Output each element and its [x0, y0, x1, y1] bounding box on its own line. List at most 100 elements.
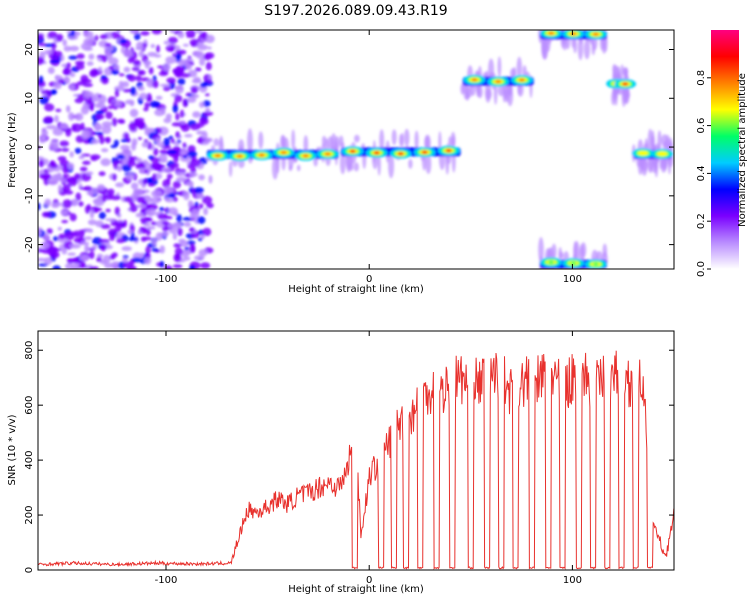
noise-blob — [129, 30, 136, 34]
halo-blob — [327, 136, 334, 150]
noise-blob — [172, 264, 183, 269]
noise-blob — [62, 39, 67, 47]
noise-blob — [126, 159, 136, 167]
noise-blob — [152, 237, 157, 247]
halo-blob — [620, 64, 624, 78]
noise-blob — [62, 184, 71, 192]
noise-blob — [83, 31, 94, 38]
halo-blob — [258, 131, 264, 149]
noise-blob — [49, 143, 59, 150]
noise-blob — [143, 60, 152, 66]
noise-blob — [62, 199, 73, 209]
noise-blob — [112, 173, 117, 181]
halo-blob — [379, 129, 385, 151]
noise-blob — [129, 200, 135, 206]
noise-blob — [183, 155, 188, 159]
noise-blob — [80, 74, 89, 83]
noise-blob — [133, 59, 141, 66]
noise-blob — [171, 138, 175, 144]
spectrogram-segment — [538, 30, 608, 61]
spectrogram-segment — [538, 237, 608, 269]
noise-blob — [61, 148, 70, 152]
halo-blob — [599, 36, 605, 51]
band-node — [324, 152, 331, 156]
x-tick-label: -100 — [155, 575, 178, 586]
noise-blob — [202, 100, 211, 107]
noise-blob — [122, 157, 129, 166]
band-node — [640, 151, 646, 155]
band-node — [548, 31, 555, 35]
noise-blob — [81, 129, 91, 139]
noise-blob — [172, 104, 179, 113]
halo-blob — [272, 156, 279, 180]
noise-blob — [197, 237, 203, 242]
noise-blob — [198, 136, 204, 145]
noise-blob — [186, 240, 196, 246]
noise-blob — [75, 192, 82, 201]
y-tick-label: 20 — [24, 43, 35, 56]
noise-blob — [128, 237, 139, 242]
halo-blob — [516, 56, 522, 79]
noise-blob — [104, 43, 112, 47]
noise-blob — [130, 86, 137, 96]
halo-blob — [488, 58, 495, 80]
noise-blob — [90, 156, 98, 161]
noise-blob — [191, 79, 202, 84]
noise-blob — [129, 123, 137, 131]
noise-blob — [95, 110, 105, 115]
noise-blob — [67, 177, 78, 187]
noise-blob — [158, 153, 168, 162]
noise-blob — [150, 161, 162, 170]
band-node — [349, 149, 356, 153]
noise-blob — [98, 211, 106, 220]
noise-blob — [182, 142, 187, 148]
noise-blob — [139, 167, 145, 174]
noise-blob — [208, 175, 213, 184]
noise-blob — [101, 125, 112, 134]
noise-blob — [100, 74, 108, 81]
noise-blob — [155, 95, 163, 100]
noise-blob — [80, 241, 90, 245]
noise-blob — [142, 178, 147, 186]
halo-blob — [296, 164, 301, 172]
noise-blob — [117, 165, 122, 172]
noise-blob — [94, 35, 99, 42]
noise-blob — [180, 109, 185, 118]
noise-blob — [159, 207, 165, 212]
noise-blob — [190, 94, 200, 99]
halo-blob — [591, 42, 596, 56]
noise-blob — [174, 94, 183, 103]
noise-blob — [137, 69, 146, 76]
noise-blob — [82, 160, 91, 165]
noise-blob — [115, 221, 127, 228]
halo-blob — [558, 247, 562, 262]
noise-blob — [148, 155, 155, 160]
noise-blob — [91, 139, 100, 145]
y-tick-label: 0 — [24, 567, 35, 573]
noise-blob — [43, 116, 54, 124]
noise-blob — [40, 133, 47, 140]
noise-blob — [51, 202, 60, 208]
noise-blob — [38, 159, 45, 168]
noise-blob — [62, 165, 69, 174]
noise-blob — [207, 79, 212, 83]
noise-blob — [97, 184, 105, 191]
noise-blob — [162, 62, 171, 72]
noise-blob — [49, 59, 61, 64]
noise-blob — [84, 236, 93, 241]
noise-blob — [166, 150, 178, 155]
noise-blob — [194, 187, 204, 194]
noise-blob — [173, 141, 180, 146]
noise-blob — [58, 78, 65, 84]
noise-blob — [197, 41, 204, 47]
noise-blob — [40, 242, 49, 249]
noise-blob — [186, 96, 197, 103]
noise-blob — [118, 73, 125, 77]
noise-blob — [97, 194, 102, 204]
halo-blob — [617, 87, 624, 95]
noise-blob — [123, 261, 134, 269]
noise-blob — [197, 216, 206, 225]
band-node — [471, 78, 478, 82]
band-node — [302, 154, 309, 158]
noise-blob — [107, 228, 118, 237]
